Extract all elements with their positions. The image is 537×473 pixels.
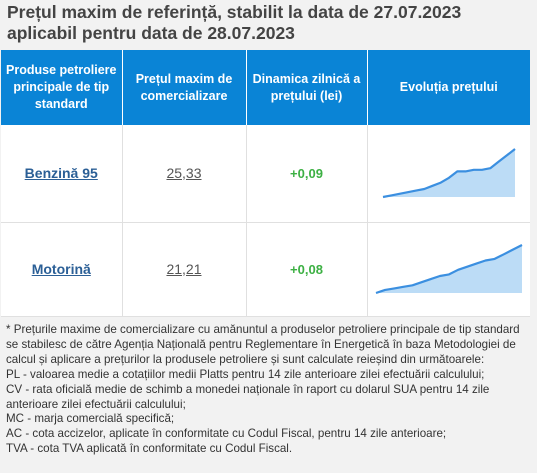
column-header-price: Prețul maxim de comercializare xyxy=(122,50,247,125)
product-link-benzina[interactable]: Benzină 95 xyxy=(24,164,98,181)
note-mc: MC - marja comercială specifică; xyxy=(6,412,175,426)
price-cell: 25,33 xyxy=(122,125,247,223)
note-pl: PL - valoarea medie a cotațiilor medii P… xyxy=(6,367,485,381)
product-link-motorina[interactable]: Motorină xyxy=(31,260,91,277)
sparkline-area xyxy=(382,148,515,197)
price-link-motorina[interactable]: 21,21 xyxy=(166,260,202,277)
price-change-benzina: +0,09 xyxy=(290,165,323,181)
column-header-product: Produse petroliere principale de tip sta… xyxy=(1,50,123,125)
note-intro: * Prețurile maxime de comercializare cu … xyxy=(6,323,520,366)
change-cell: +0,09 xyxy=(246,125,368,223)
title-line-1: Prețul maxim de referință, stabilit la d… xyxy=(7,2,462,22)
column-header-change: Dinamica zilnică a prețului (lei) xyxy=(246,50,368,125)
table-row: Benzină 95 25,33 +0,09 xyxy=(1,125,530,223)
methodology-notes: * Prețurile maxime de comercializare cu … xyxy=(6,323,530,457)
product-cell: Benzină 95 xyxy=(1,125,123,223)
trend-cell xyxy=(367,222,530,317)
title-line-2: aplicabil pentru data de 28.07.2023 xyxy=(7,23,295,43)
note-cv: CV - rata oficială medie de schimb a mon… xyxy=(6,382,490,411)
sparkline-line xyxy=(382,147,516,198)
column-header-trend: Evoluția prețului xyxy=(367,50,530,125)
price-table: Produse petroliere principale de tip sta… xyxy=(1,50,530,317)
page-title: Prețul maxim de referință, stabilit la d… xyxy=(7,2,532,44)
table-row: Motorină 21,21 +0,08 xyxy=(1,222,530,317)
price-link-benzina[interactable]: 25,33 xyxy=(166,164,202,181)
sparkline-line xyxy=(375,243,523,294)
table-header-row: Produse petroliere principale de tip sta… xyxy=(1,50,530,125)
note-ac: AC - cota accizelor, aplicate în conform… xyxy=(6,427,447,441)
trend-cell xyxy=(367,125,530,223)
price-change-motorina: +0,08 xyxy=(290,261,323,277)
note-tva: TVA - cota TVA aplicată în conformitate … xyxy=(6,442,293,456)
sparkline-area xyxy=(375,244,522,293)
price-cell: 21,21 xyxy=(122,222,247,317)
sparkline-motorina xyxy=(375,243,523,294)
product-cell: Motorină xyxy=(1,222,123,317)
sparkline-benzina xyxy=(382,147,516,198)
change-cell: +0,08 xyxy=(246,222,368,317)
